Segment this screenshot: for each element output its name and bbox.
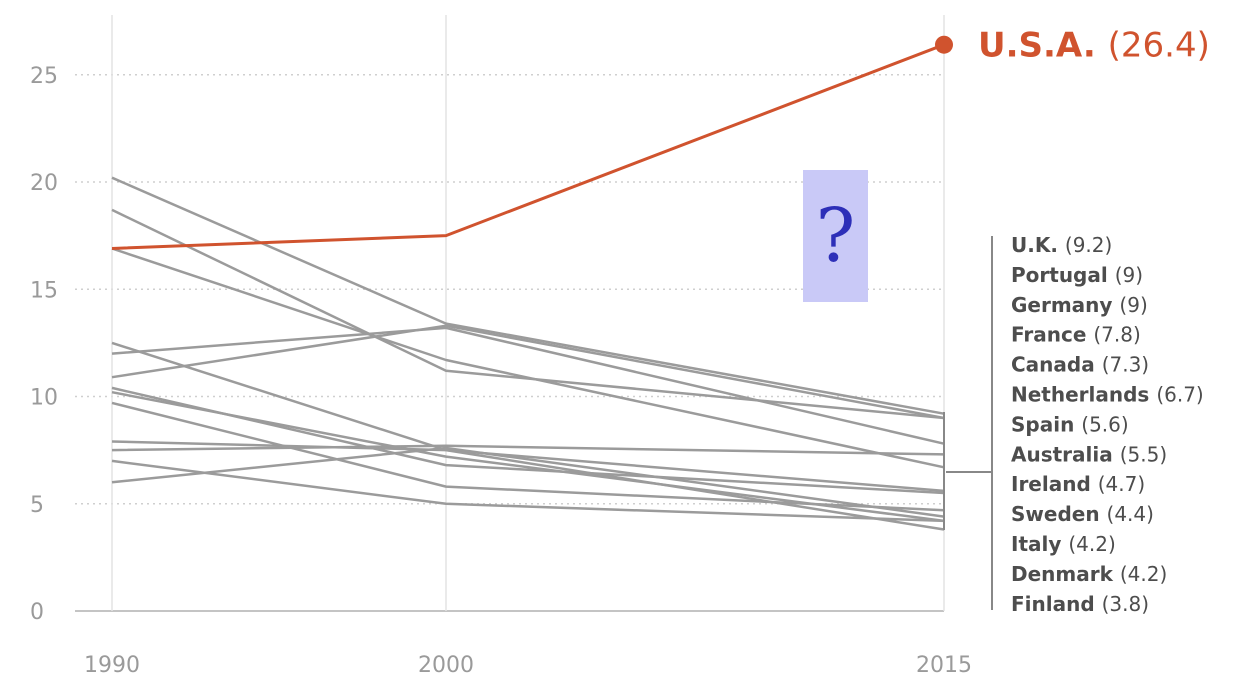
- legend-item: Portugal (9): [1011, 263, 1143, 287]
- y-tick-label: 20: [30, 171, 58, 196]
- grid-lines: [75, 74, 944, 612]
- legend-value: (9): [1115, 263, 1143, 287]
- legend-item: Canada (7.3): [1011, 353, 1149, 377]
- legend-value: (9.2): [1065, 233, 1112, 257]
- series-line-italy: [111, 390, 945, 523]
- legend-item: Finland (3.8): [1011, 592, 1149, 616]
- legend-value: (7.8): [1093, 323, 1140, 347]
- legend-item: Netherlands (6.7): [1011, 383, 1204, 407]
- legend-country: Sweden: [1011, 502, 1107, 526]
- legend-item: Germany (9): [1011, 293, 1148, 317]
- x-tick-label: 1990: [84, 653, 140, 678]
- legend-item: Australia (5.5): [1011, 442, 1167, 466]
- x-tick-label: 2015: [916, 653, 972, 678]
- legend-country: Italy: [1011, 532, 1068, 556]
- usa-value: (26.4): [1108, 26, 1210, 66]
- series-line-denmark: [111, 459, 945, 523]
- series-line-finland: [111, 440, 945, 531]
- legend-country: Ireland: [1011, 472, 1098, 496]
- y-tick-label: 0: [30, 600, 44, 625]
- legend-value: (6.7): [1156, 383, 1203, 407]
- legend-country: Spain: [1011, 412, 1081, 436]
- series-line-u-s-a: [111, 43, 945, 250]
- legend-country: Germany: [1011, 293, 1119, 317]
- series-line-portugal: [111, 324, 945, 420]
- y-tick-label: 25: [30, 64, 58, 89]
- y-axis-ticks: 0 5 10 15 20 25: [30, 64, 58, 625]
- legend-item: France (7.8): [1011, 323, 1141, 347]
- legend-value: (7.3): [1102, 353, 1149, 377]
- series-line-france: [111, 326, 945, 445]
- legend-country: Denmark: [1011, 562, 1120, 586]
- legend-value: (4.2): [1068, 532, 1115, 556]
- legend-item: U.K. (9.2): [1011, 233, 1112, 257]
- legend-value: (3.8): [1102, 592, 1149, 616]
- legend-value: (9): [1119, 293, 1147, 317]
- legend-country: France: [1011, 323, 1093, 347]
- legend-value: (4.4): [1107, 502, 1154, 526]
- legend-item: Sweden (4.4): [1011, 502, 1154, 526]
- legend-item: Denmark (4.2): [1011, 562, 1167, 586]
- legend-value: (5.6): [1081, 412, 1128, 436]
- legend-country: Portugal: [1011, 263, 1115, 287]
- series-line-sweden: [111, 446, 945, 518]
- legend-item: Spain (5.6): [1011, 412, 1129, 436]
- question-mark-box: ?: [803, 170, 868, 302]
- legend-country: Canada: [1011, 353, 1102, 377]
- y-tick-label: 5: [30, 493, 44, 518]
- legend-country: Finland: [1011, 592, 1102, 616]
- series-line-canada: [111, 444, 945, 456]
- x-axis-ticks: 1990 2000 2015: [84, 653, 972, 678]
- legend-value: (4.2): [1120, 562, 1167, 586]
- y-tick-label: 15: [30, 278, 58, 303]
- usa-annotation: U.S.A. (26.4): [111, 26, 1210, 250]
- legend: U.K. (9.2)Portugal (9)Germany (9)France …: [943, 233, 1204, 616]
- x-tick-label: 2000: [418, 653, 474, 678]
- legend-country: U.K.: [1011, 233, 1065, 257]
- series-line-u-k: [111, 176, 945, 415]
- series-line-germany: [111, 208, 945, 420]
- legend-country: Australia: [1011, 442, 1120, 466]
- legend-country: Netherlands: [1011, 383, 1156, 407]
- series-line-netherlands: [111, 247, 945, 469]
- legend-item: Italy (4.2): [1011, 532, 1116, 556]
- usa-endpoint-marker: [935, 35, 953, 54]
- series-lines: [111, 176, 945, 531]
- legend-value: (5.5): [1120, 442, 1167, 466]
- y-tick-label: 10: [30, 386, 58, 411]
- year-gridlines: [111, 15, 945, 611]
- usa-label: U.S.A. (26.4): [978, 26, 1210, 66]
- legend-item: Ireland (4.7): [1011, 472, 1145, 496]
- legend-value: (4.7): [1098, 472, 1145, 496]
- usa-name: U.S.A.: [978, 26, 1108, 66]
